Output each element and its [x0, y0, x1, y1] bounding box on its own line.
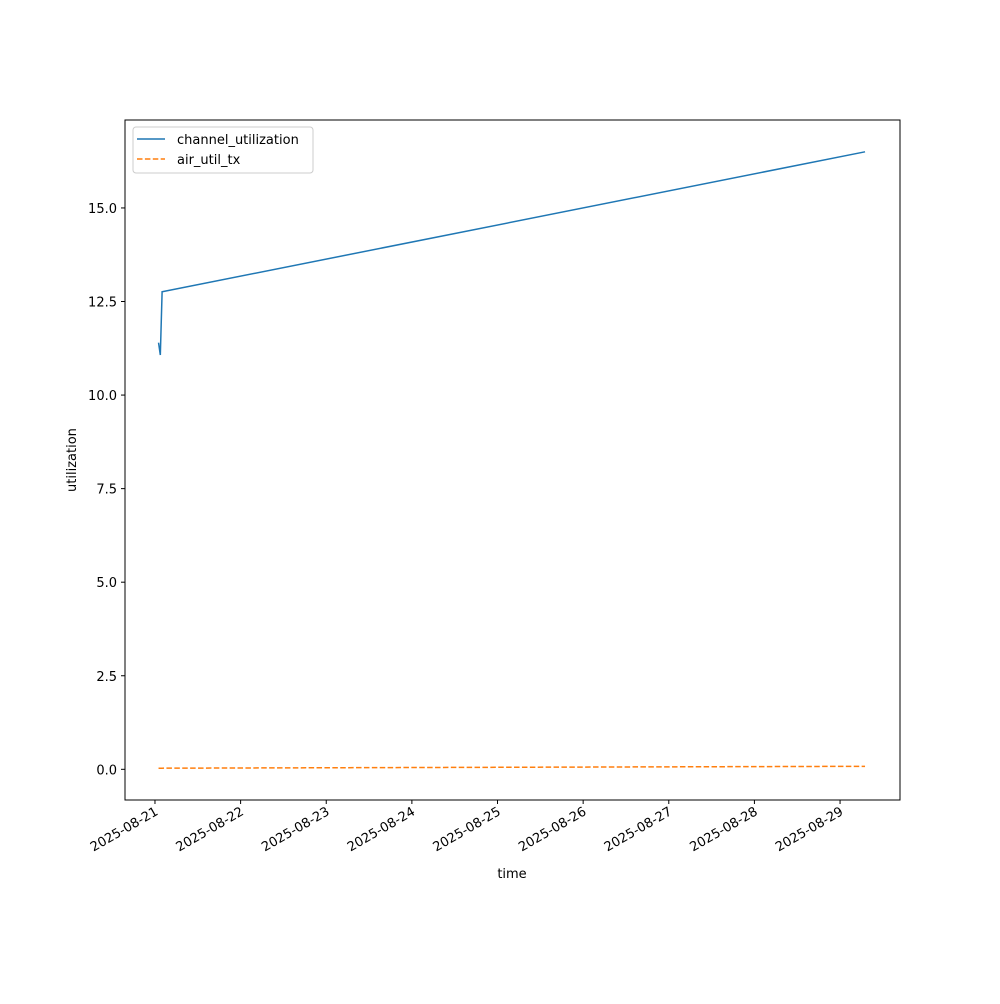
y-tick-label: 15.0 — [88, 202, 117, 217]
x-tick-label: 2025-08-23 — [259, 804, 332, 855]
y-tick-label: 5.0 — [96, 576, 117, 591]
y-tick-label: 12.5 — [88, 296, 117, 311]
x-tick-label: 2025-08-25 — [431, 804, 504, 855]
legend-box — [132, 126, 314, 174]
legend-label: channel_utilization — [177, 133, 299, 148]
plot-frame — [124, 119, 901, 801]
x-tick-label: 2025-08-26 — [516, 804, 589, 855]
x-tick-label: 2025-08-22 — [174, 804, 247, 855]
y-tick-label: 0.0 — [96, 763, 117, 778]
x-tick-label: 2025-08-28 — [687, 804, 760, 855]
series-line — [158, 765, 866, 769]
series-line — [157, 151, 866, 356]
x-tick-label: 2025-08-21 — [88, 804, 161, 855]
x-tick-label: 2025-08-27 — [602, 804, 675, 855]
y-tick-label: 2.5 — [96, 670, 117, 685]
y-tick-label: 7.5 — [96, 483, 117, 498]
y-axis-label: utilization — [65, 428, 80, 492]
x-axis-label: time — [497, 867, 526, 882]
y-tick-label: 10.0 — [88, 389, 117, 404]
x-tick-label: 2025-08-29 — [773, 804, 846, 855]
legend-label: air_util_tx — [177, 153, 241, 168]
x-tick-label: 2025-08-24 — [345, 804, 418, 855]
